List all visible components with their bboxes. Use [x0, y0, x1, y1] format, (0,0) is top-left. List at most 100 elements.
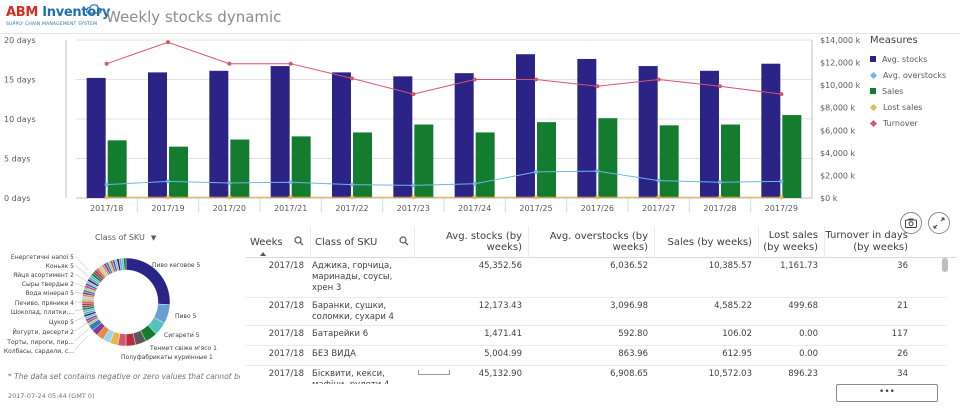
column-resize-handle[interactable] [418, 370, 450, 375]
y-right-tick-label: $10,000 k [820, 81, 860, 90]
bar-sales[interactable] [721, 124, 740, 198]
legend-item[interactable]: Sales [870, 83, 958, 99]
y-right-tick-label: $2,000 k [820, 171, 856, 180]
point-lost-sales[interactable] [656, 195, 661, 200]
column-header-lost-sales[interactable]: Lost sales (by weeks) [758, 226, 824, 258]
bar-avg-stocks[interactable] [393, 76, 413, 198]
bar-sales[interactable] [169, 146, 188, 198]
point-lost-sales[interactable] [718, 195, 722, 200]
table-scrollbar[interactable] [942, 258, 948, 272]
legend-item[interactable]: Turnover [869, 115, 958, 131]
donut-label-left: Сыры твердые 2 [22, 281, 74, 288]
page-title: Weekly stocks dynamic [106, 8, 282, 26]
point-lost-sales[interactable] [166, 195, 170, 200]
bar-sales[interactable] [537, 122, 556, 198]
table-row[interactable]: 2017/18 Батарейки 6 1,471.41 592.80 106.02 0.… [246, 326, 946, 346]
point-turnover[interactable] [718, 84, 722, 89]
column-header-turnover[interactable]: Turnover in days (by weeks) [824, 226, 914, 258]
legend-item[interactable]: Avg. overstocks [869, 67, 958, 83]
point-avg-overstocks[interactable] [288, 180, 293, 185]
point-turnover[interactable] [411, 92, 416, 97]
search-icon[interactable] [294, 236, 304, 246]
snapshot-button[interactable] [900, 212, 922, 234]
bar-avg-stocks[interactable] [454, 73, 474, 198]
table-row[interactable]: 2017/18 БЕЗ ВИДА 5,004.99 863.96 612.95 0.00 2… [246, 346, 946, 366]
donut-label-left: Енергетичні напої 5 [11, 254, 74, 261]
bar-avg-stocks[interactable] [577, 58, 597, 199]
point-avg-overstocks[interactable] [779, 179, 784, 184]
column-header-avg-stocks[interactable]: Avg. stocks (by weeks) [414, 226, 528, 258]
point-turnover[interactable] [595, 84, 600, 89]
point-turnover[interactable] [104, 61, 109, 66]
point-avg-overstocks[interactable] [350, 182, 354, 187]
search-icon[interactable] [399, 236, 409, 246]
bar-sales[interactable] [475, 132, 495, 198]
point-lost-sales[interactable] [411, 195, 416, 200]
column-header-sales[interactable]: Sales (by weeks) [654, 226, 758, 258]
bar-sales[interactable] [598, 118, 618, 198]
bar-avg-stocks[interactable] [700, 70, 719, 198]
point-turnover[interactable] [166, 40, 170, 45]
bar-sales[interactable] [353, 132, 372, 198]
point-turnover[interactable] [227, 61, 232, 66]
legend-item[interactable]: Lost sales [869, 99, 958, 115]
more-options-button[interactable]: ••• [836, 384, 938, 402]
point-turnover[interactable] [472, 77, 477, 82]
point-avg-overstocks[interactable] [411, 183, 416, 188]
donut-slice[interactable] [123, 257, 127, 271]
bar-sales[interactable] [659, 125, 679, 198]
point-avg-overstocks[interactable] [104, 182, 109, 187]
sku-chart-header[interactable]: Class of SKU ▼ [95, 233, 156, 242]
point-lost-sales[interactable] [779, 195, 784, 200]
bar-avg-stocks[interactable] [86, 77, 106, 198]
point-turnover[interactable] [779, 92, 784, 97]
bar-sales[interactable] [414, 124, 434, 198]
point-lost-sales[interactable] [534, 195, 538, 200]
bar-avg-stocks[interactable] [761, 63, 781, 199]
point-turnover[interactable] [656, 77, 661, 82]
table-cell-sku: БЕЗ ВИДА [312, 349, 356, 359]
logo-inventory-text: Inventory [38, 5, 111, 20]
column-header-weeks[interactable]: Weeks [246, 226, 310, 258]
table-row[interactable]: 2017/18 Бісквити, кекси, мафіни, рулети 4… [246, 366, 946, 384]
sku-donut-chart[interactable]: Енергетичні напої 5 Коньяк 5 Яйця асортиме… [0, 245, 246, 369]
point-turnover[interactable] [534, 77, 538, 82]
cloud-icon [86, 4, 102, 14]
point-avg-overstocks[interactable] [472, 181, 477, 186]
point-lost-sales[interactable] [288, 195, 293, 200]
bar-sales[interactable] [230, 139, 250, 198]
point-lost-sales[interactable] [472, 195, 477, 200]
bar-sales[interactable] [782, 115, 802, 198]
point-turnover[interactable] [350, 76, 354, 81]
point-avg-overstocks[interactable] [227, 180, 232, 185]
bar-sales[interactable] [291, 136, 311, 198]
column-header-avg-overstocks[interactable]: Avg. overstocks (by weeks) [528, 226, 654, 258]
column-header-class-of-sku[interactable]: Class of SKU [310, 226, 414, 258]
point-avg-overstocks[interactable] [718, 180, 722, 185]
bar-avg-stocks[interactable] [148, 72, 167, 198]
point-avg-overstocks[interactable] [656, 178, 661, 183]
bar-avg-stocks[interactable] [209, 70, 229, 198]
point-avg-overstocks[interactable] [166, 179, 170, 184]
bar-avg-stocks[interactable] [270, 66, 290, 198]
expand-button[interactable] [928, 212, 950, 234]
bar-sales[interactable] [107, 140, 127, 198]
table-row[interactable]: 2017/18 Баранки, сушки, соломки, сухари 4… [246, 298, 946, 326]
table-cell-sku: Бісквити, кекси, мафіни, рулети 4 [312, 369, 389, 384]
weekly-stocks-chart[interactable]: 0 days 5 days 10 days 15 days 20 days $0 k $2,… [0, 34, 860, 220]
bar-avg-stocks[interactable] [638, 66, 658, 198]
legend-item[interactable]: Avg. stocks [870, 51, 958, 67]
point-avg-overstocks[interactable] [534, 169, 538, 174]
point-lost-sales[interactable] [595, 195, 600, 200]
bar-avg-stocks[interactable] [516, 54, 535, 198]
point-lost-sales[interactable] [350, 195, 354, 200]
point-lost-sales[interactable] [104, 195, 109, 200]
table-row[interactable]: 2017/18 Аджика, горчица, маринады, соусы,… [246, 258, 946, 298]
app-header: ABM Inventory SUPPLY CHAIN MANAGEMENT SY… [0, 0, 960, 34]
table-cell-avg-stocks: 45,352.56 [478, 261, 522, 271]
bar-avg-stocks[interactable] [332, 72, 351, 198]
donut-label-left: Йогурти, десерти 2 [12, 329, 74, 336]
point-lost-sales[interactable] [227, 195, 232, 200]
point-avg-overstocks[interactable] [595, 169, 600, 174]
point-turnover[interactable] [288, 61, 293, 66]
